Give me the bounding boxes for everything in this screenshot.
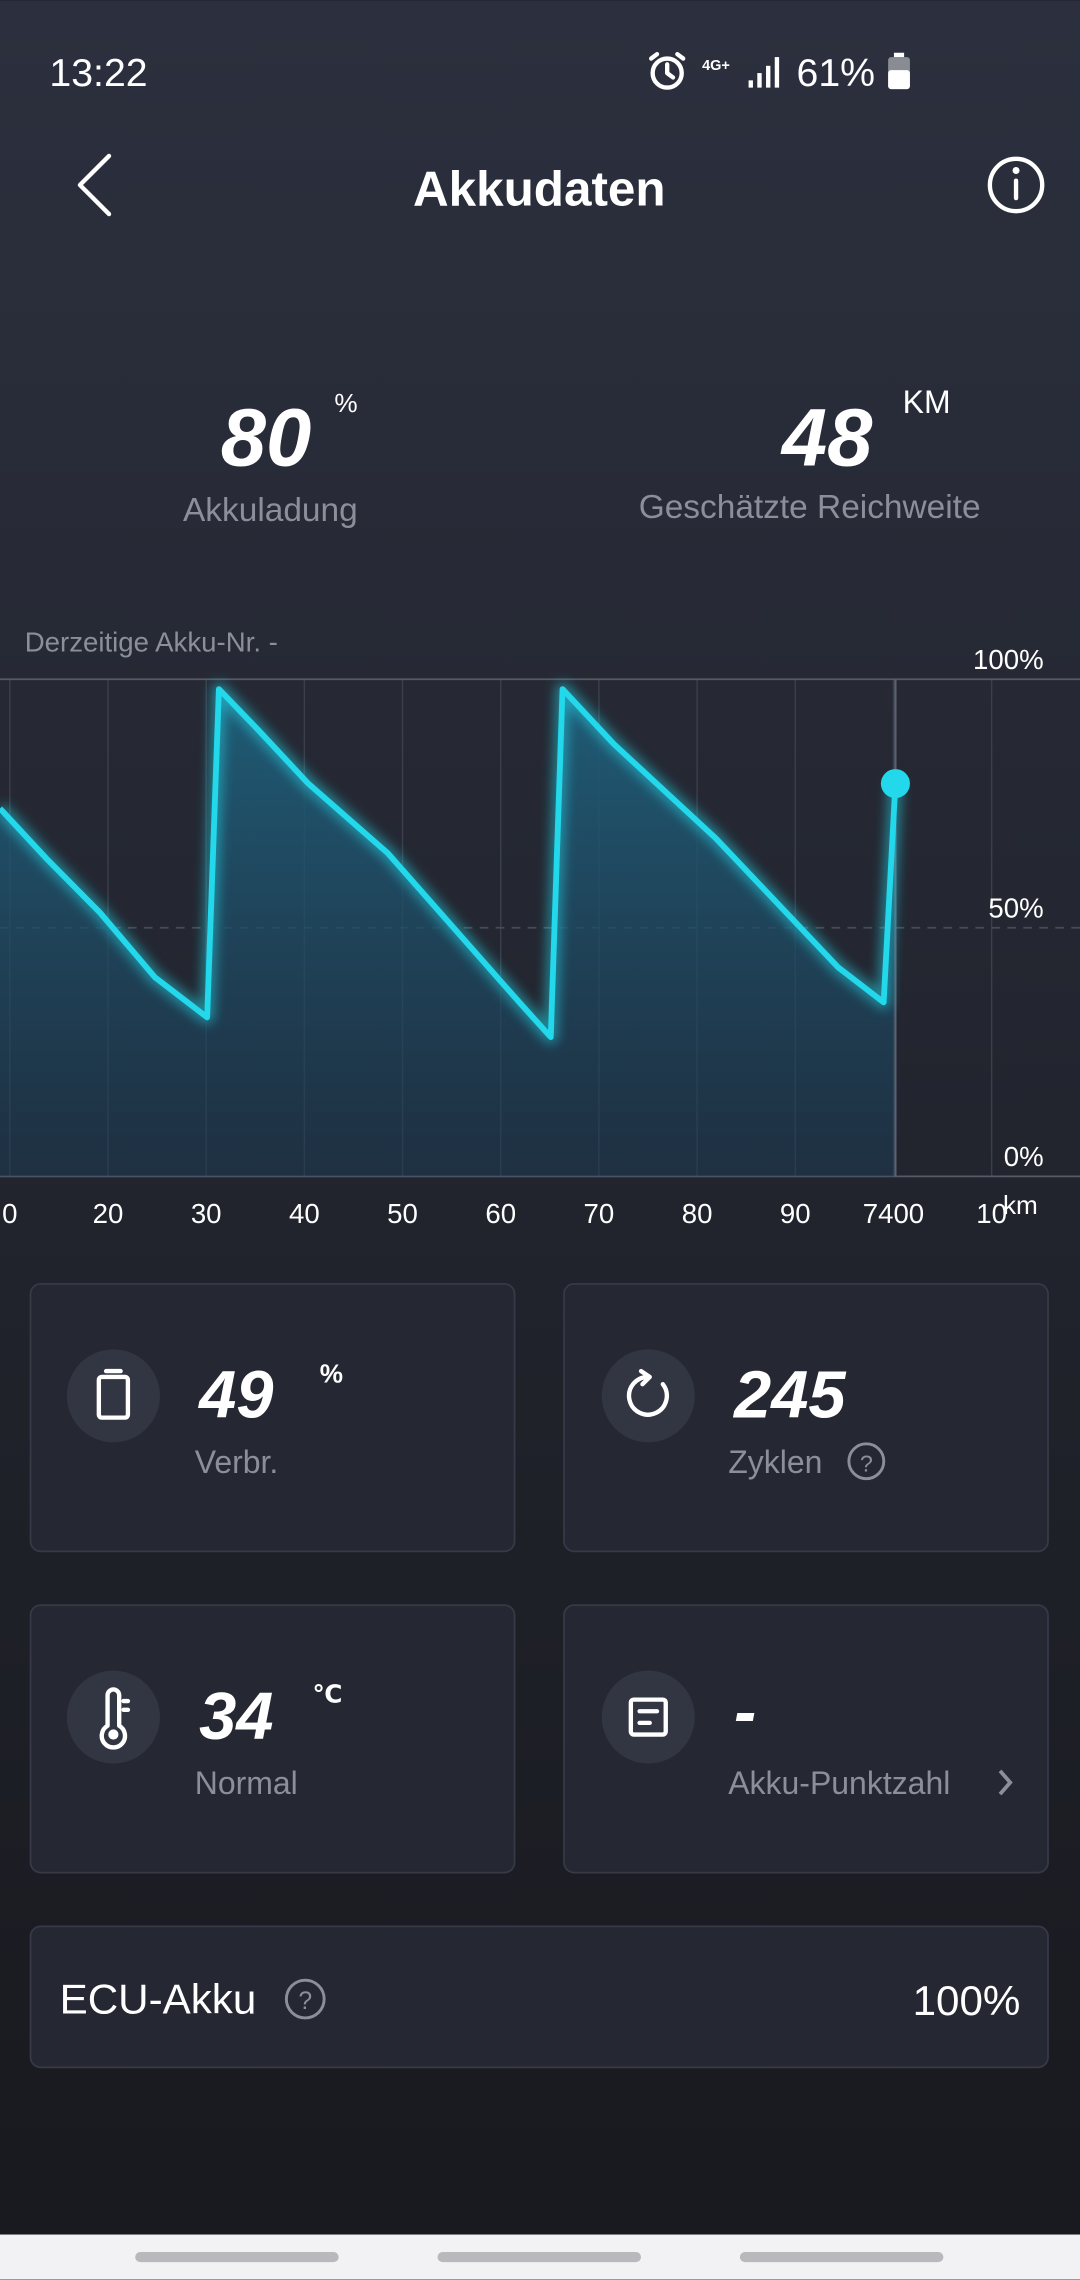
nav-button[interactable] — [135, 2251, 339, 2263]
area — [0, 689, 896, 1177]
range-unit: KM — [903, 384, 951, 420]
x-tick-label: 0 — [2, 1198, 17, 1229]
score-icon — [628, 1697, 668, 1737]
info-button[interactable] — [987, 156, 1045, 214]
network-type: 4G+ — [702, 58, 730, 74]
card — [29, 1604, 516, 1874]
svg-text:?: ? — [298, 1988, 312, 2015]
status-time: 13:22 — [49, 51, 147, 95]
card — [563, 1283, 1049, 1553]
usage-value: 49 — [197, 1358, 273, 1433]
charge-unit: % — [334, 388, 357, 418]
cycle-icon — [626, 1374, 669, 1417]
help-icon[interactable]: ? — [847, 1442, 886, 1481]
ecu-value: 100% — [913, 1977, 1021, 2024]
card — [29, 1925, 1049, 2069]
x-tick-label: 40 — [289, 1198, 320, 1229]
nav-button[interactable] — [739, 2251, 944, 2263]
y-tick-label: 100% — [973, 644, 1044, 675]
chevron-right — [998, 1769, 1013, 1796]
ecu-label: ECU-Akku — [60, 1976, 257, 2023]
x-tick-label: 20 — [93, 1198, 124, 1229]
x-axis-label: km — [1003, 1190, 1038, 1220]
x-tick-label: 80 — [682, 1198, 713, 1229]
cycle-icon-arrow — [638, 1368, 652, 1387]
icon-bg — [66, 1349, 160, 1443]
chart: Derzeitige Akku-Nr. - km 0 20 30 40 50 60 70 80… — [0, 627, 1080, 1229]
x-tick-label: 10 — [976, 1198, 1007, 1229]
x-tick-label: 30 — [191, 1198, 222, 1229]
battery-percent: 61% — [797, 51, 876, 95]
x-tick-label: 50 — [387, 1198, 418, 1229]
svg-text:?: ? — [860, 1450, 873, 1476]
help-icon[interactable]: ? — [284, 1978, 326, 2020]
x-tick-label: 90 — [780, 1198, 811, 1229]
point — [880, 769, 910, 799]
signal-icon — [748, 57, 780, 88]
temperature-label: Normal — [195, 1765, 298, 1801]
alarm-icon — [649, 52, 686, 90]
y-tick-label: 50% — [988, 893, 1043, 924]
card — [29, 1283, 516, 1553]
x-tick-label: 70 — [584, 1198, 615, 1229]
chart-title: Derzeitige Akku-Nr. - — [25, 627, 278, 658]
card[interactable] — [563, 1604, 1049, 1874]
icon-bg — [601, 1349, 695, 1443]
battery-icon — [888, 52, 910, 90]
score-label: Akku-Punktzahl — [728, 1765, 950, 1801]
usage-unit: % — [320, 1359, 343, 1389]
y-tick-label: 0% — [1004, 1141, 1044, 1172]
nav-button[interactable] — [437, 2251, 642, 2263]
x-tick-label: 60 — [485, 1198, 516, 1229]
range-label: Geschätzte Reichweite — [639, 489, 981, 526]
score-value: - — [734, 1675, 756, 1750]
back-button[interactable] — [77, 153, 112, 217]
charge-label: Akkuladung — [183, 492, 358, 529]
line — [0, 686, 899, 1040]
cycles-value: 245 — [732, 1358, 846, 1433]
x-tick-label: 7400 — [863, 1198, 924, 1229]
cycles-label: Zyklen — [728, 1444, 822, 1480]
temperature-unit: ℃ — [313, 1682, 343, 1709]
page-title: Akkudaten — [413, 161, 666, 216]
range-value: 48 — [780, 393, 873, 484]
battery-card-icon — [96, 1368, 131, 1420]
usage-label: Verbr. — [195, 1444, 279, 1480]
charge-value: 80 — [221, 393, 312, 484]
temperature-value: 34 — [199, 1679, 273, 1754]
thermometer-icon — [99, 1687, 131, 1750]
icon-bg — [601, 1670, 695, 1764]
icon-bg — [66, 1670, 160, 1764]
